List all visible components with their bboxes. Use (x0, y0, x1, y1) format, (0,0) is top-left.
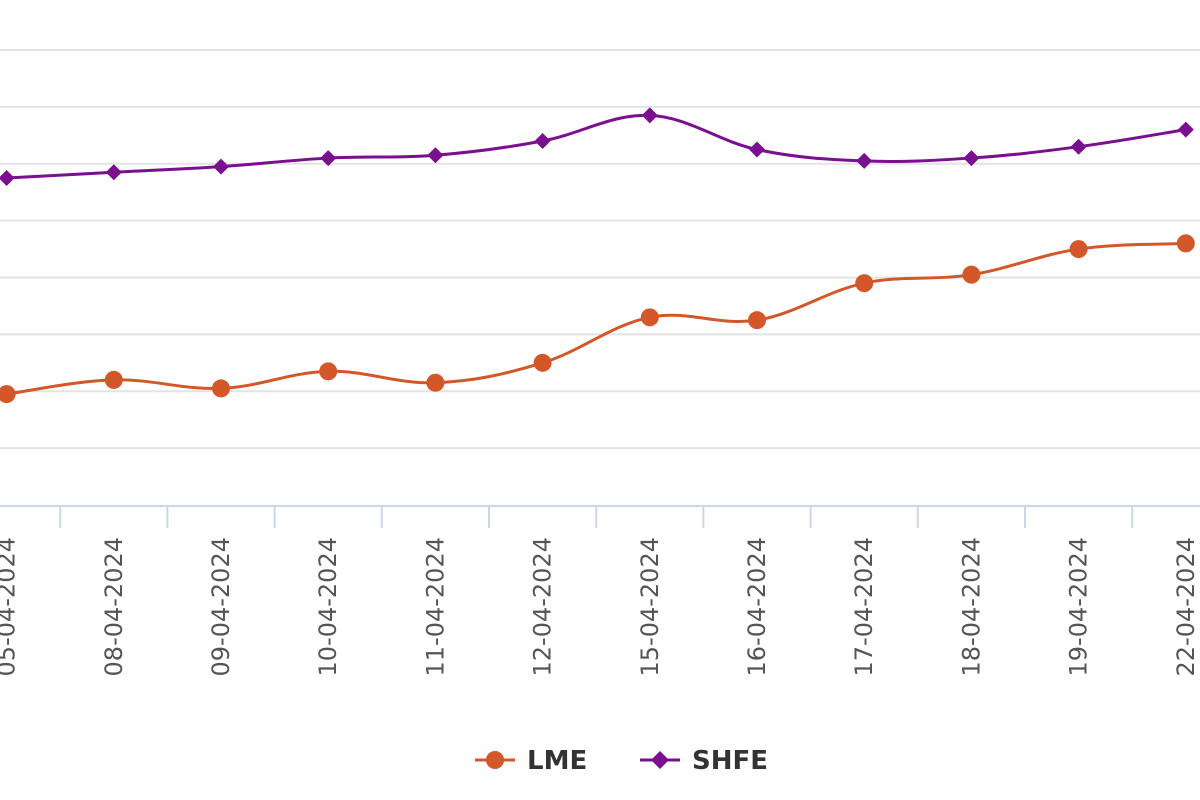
data-point-shfe[interactable] (320, 150, 337, 167)
x-tick-label: 19-04-2024 (1065, 537, 1093, 676)
x-tick-label: 08-04-2024 (100, 537, 128, 676)
data-point-shfe[interactable] (963, 150, 980, 167)
series-lme (0, 234, 1195, 404)
data-point-lme[interactable] (855, 274, 874, 293)
legend-label-shfe: SHFE (692, 746, 768, 776)
legend-label-lme: LME (527, 746, 587, 776)
data-point-lme[interactable] (640, 308, 659, 327)
x-tick-label: 16-04-2024 (743, 537, 771, 676)
legend[interactable]: LME SHFE (475, 746, 768, 776)
data-point-shfe[interactable] (0, 169, 15, 186)
data-point-lme[interactable] (533, 353, 552, 372)
data-point-shfe[interactable] (427, 147, 444, 164)
data-point-lme[interactable] (426, 373, 445, 392)
x-tick-label: 12-04-2024 (529, 537, 557, 676)
data-point-shfe[interactable] (105, 164, 122, 181)
data-point-lme[interactable] (319, 362, 338, 381)
legend-marker-lme (486, 751, 504, 769)
data-point-lme[interactable] (962, 265, 981, 284)
series-shfe (0, 107, 1194, 186)
data-point-lme[interactable] (748, 311, 766, 330)
x-tick-label: 18-04-2024 (957, 537, 985, 676)
series-group (0, 107, 1195, 404)
x-tick-label: 10-04-2024 (314, 537, 342, 676)
data-point-shfe[interactable] (749, 141, 765, 158)
x-tick-label: 11-04-2024 (421, 537, 449, 676)
x-tick-label: 15-04-2024 (636, 537, 664, 676)
x-tick-label: 09-04-2024 (207, 537, 235, 676)
series-lme-line (5, 241, 1188, 396)
data-point-shfe[interactable] (856, 152, 873, 169)
legend-marker-shfe (651, 751, 669, 769)
x-axis: 05-04-2024 08-04-2024 09-04-2024 10-04-2024… (0, 505, 1200, 676)
data-point-shfe[interactable] (534, 133, 551, 149)
data-point-lme[interactable] (0, 385, 16, 404)
data-point-lme[interactable] (1176, 234, 1195, 253)
legend-item-shfe[interactable]: SHFE (640, 746, 768, 776)
legend-item-lme[interactable]: LME (475, 746, 587, 776)
x-tick-label: 17-04-2024 (850, 537, 878, 676)
x-tick-label: 22-04-2024 (1172, 537, 1200, 676)
data-point-lme[interactable] (1069, 240, 1088, 259)
data-point-shfe[interactable] (1177, 121, 1194, 138)
data-point-shfe[interactable] (641, 107, 658, 124)
data-point-shfe[interactable] (1070, 138, 1087, 155)
data-point-lme[interactable] (104, 370, 123, 389)
series-shfe-line (5, 113, 1188, 180)
x-tick-label: 05-04-2024 (0, 537, 21, 676)
grid-lines (0, 49, 1200, 450)
data-point-shfe[interactable] (213, 158, 229, 175)
data-point-lme[interactable] (212, 379, 230, 398)
